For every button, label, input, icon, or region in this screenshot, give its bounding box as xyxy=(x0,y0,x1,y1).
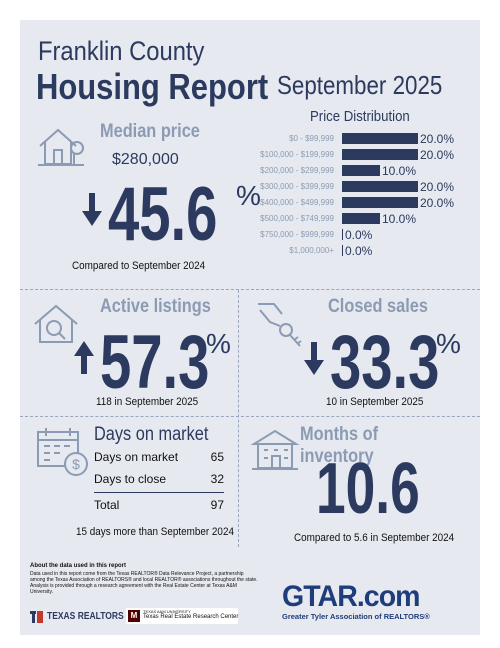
price-bar-label: $400,000 - $499,999 xyxy=(260,198,334,207)
tamu-small-text: TEXAS A&M UNIVERSITY xyxy=(143,609,191,614)
price-bar-value: 10.0% xyxy=(382,212,417,226)
calendar-dollar-icon: $ xyxy=(37,428,88,476)
price-bar-row: $1,000,000+ 0.0% xyxy=(170,244,480,258)
arrow-down-icon xyxy=(82,193,102,226)
dom-row-value: 65 xyxy=(210,450,224,464)
dom-total-value: 97 xyxy=(210,498,224,512)
arrow-down-icon xyxy=(304,342,324,375)
price-bar-row: $750,000 - $999,999 0.0% xyxy=(170,228,480,242)
divider-1 xyxy=(20,289,480,290)
dom-row-label: Days to close xyxy=(94,472,167,486)
svg-text:$: $ xyxy=(72,456,80,472)
gtar-tagline: Greater Tyler Association of REALTORS® xyxy=(282,612,430,621)
price-bar xyxy=(342,165,380,176)
about-heading: About the data used in this report xyxy=(30,563,127,569)
county-title: Franklin County xyxy=(38,36,205,66)
texas-realtors-mark-icon xyxy=(30,611,43,623)
price-bar-value: 20.0% xyxy=(420,132,455,146)
active-listings-pct-symbol: % xyxy=(206,328,231,359)
price-bar xyxy=(342,229,343,240)
price-bar xyxy=(342,245,343,256)
texas-realtors-text: TEXAS REALTORS xyxy=(47,611,124,622)
divider-2 xyxy=(20,416,480,417)
median-price-pct-symbol: % xyxy=(236,180,261,211)
report-month: September 2025 xyxy=(277,70,443,100)
price-bar-label: $100,000 - $199,999 xyxy=(260,150,334,159)
median-price-heading: Median price xyxy=(100,121,200,142)
days-on-market-heading: Days on market xyxy=(94,424,209,445)
price-bar-row: $300,000 - $399,999 20.0% xyxy=(170,180,480,194)
closed-sales-heading: Closed sales xyxy=(328,296,428,317)
active-listings-note: 118 in September 2025 xyxy=(96,396,199,408)
price-bar-label: $1,000,000+ xyxy=(289,246,334,255)
price-bar-value: 0.0% xyxy=(345,228,373,242)
tamu-mark-icon: M xyxy=(128,610,140,622)
report-page: Franklin County Housing Report September… xyxy=(20,20,480,635)
price-bar-row: $100,000 - $199,999 20.0% xyxy=(170,148,480,162)
price-bar-label: $200,000 - $299,999 xyxy=(260,166,334,175)
tamu-center-text: Texas Real Estate Research Center xyxy=(143,614,239,620)
closed-sales-pct-symbol: % xyxy=(436,328,461,359)
median-price-value: $280,000 xyxy=(112,151,179,168)
about-text: Data used in this report come from the T… xyxy=(30,571,258,595)
building-icon xyxy=(250,429,300,470)
price-bar xyxy=(342,197,418,208)
dom-row-total: Total 97 xyxy=(94,498,224,512)
closed-sales-change: 33.3 xyxy=(330,320,440,405)
arrow-up-icon xyxy=(74,341,94,374)
price-bar xyxy=(342,149,418,160)
house-icon xyxy=(38,128,84,166)
gtar-logo: GTAR.com xyxy=(282,580,421,613)
price-bar xyxy=(342,181,418,192)
dom-row-days-to-close: Days to close 32 xyxy=(94,472,224,486)
price-bar-value: 20.0% xyxy=(420,148,455,162)
dom-row-label: Days on market xyxy=(94,450,179,464)
report-title: Housing Report xyxy=(36,66,269,107)
active-listings-heading: Active listings xyxy=(100,296,211,317)
price-bar-label: $500,000 - $749,999 xyxy=(260,214,334,223)
dom-total-label: Total xyxy=(94,498,120,512)
hand-key-icon xyxy=(258,303,302,347)
price-bar-value: 10.0% xyxy=(382,164,417,178)
price-bar-label: $750,000 - $999,999 xyxy=(260,230,334,239)
price-bar-value: 20.0% xyxy=(420,196,455,210)
months-inventory-value: 10.6 xyxy=(316,449,420,529)
price-bar-row: $500,000 - $749,999 10.0% xyxy=(170,212,480,226)
tamu-logo: M TEXAS A&M UNIVERSITY Texas Real Estate… xyxy=(126,608,238,624)
dom-row-value: 32 xyxy=(210,472,224,486)
price-bar-row: $200,000 - $299,999 10.0% xyxy=(170,164,480,178)
active-listings-change: 57.3 xyxy=(100,320,210,405)
price-bar-value: 0.0% xyxy=(345,244,373,258)
dom-row-days-on-market: Days on market 65 xyxy=(94,450,224,464)
months-inventory-note: Compared to 5.6 in September 2024 xyxy=(294,532,455,544)
price-bar-label: $0 - $99,999 xyxy=(289,134,334,143)
house-search-icon xyxy=(34,304,78,343)
price-bar-row: $400,000 - $499,999 20.0% xyxy=(170,196,480,210)
price-bar xyxy=(342,133,418,144)
divider-vertical xyxy=(238,290,239,547)
price-bar-label: $300,000 - $399,999 xyxy=(260,182,334,191)
days-on-market-note: 15 days more than September 2024 xyxy=(76,526,234,538)
price-bar xyxy=(342,213,380,224)
price-distribution-title: Price Distribution xyxy=(310,108,410,125)
price-bar-row: $0 - $99,999 20.0% xyxy=(170,132,480,146)
median-price-change: 45.6 xyxy=(108,172,218,257)
closed-sales-note: 10 in September 2025 xyxy=(326,396,424,408)
median-price-compare: Compared to September 2024 xyxy=(72,260,206,272)
price-bar-value: 20.0% xyxy=(420,180,455,194)
texas-realtors-logo: TEXAS REALTORS xyxy=(30,610,124,624)
months-inventory-heading: Months of inventory xyxy=(300,424,379,467)
dom-total-rule xyxy=(94,492,224,493)
